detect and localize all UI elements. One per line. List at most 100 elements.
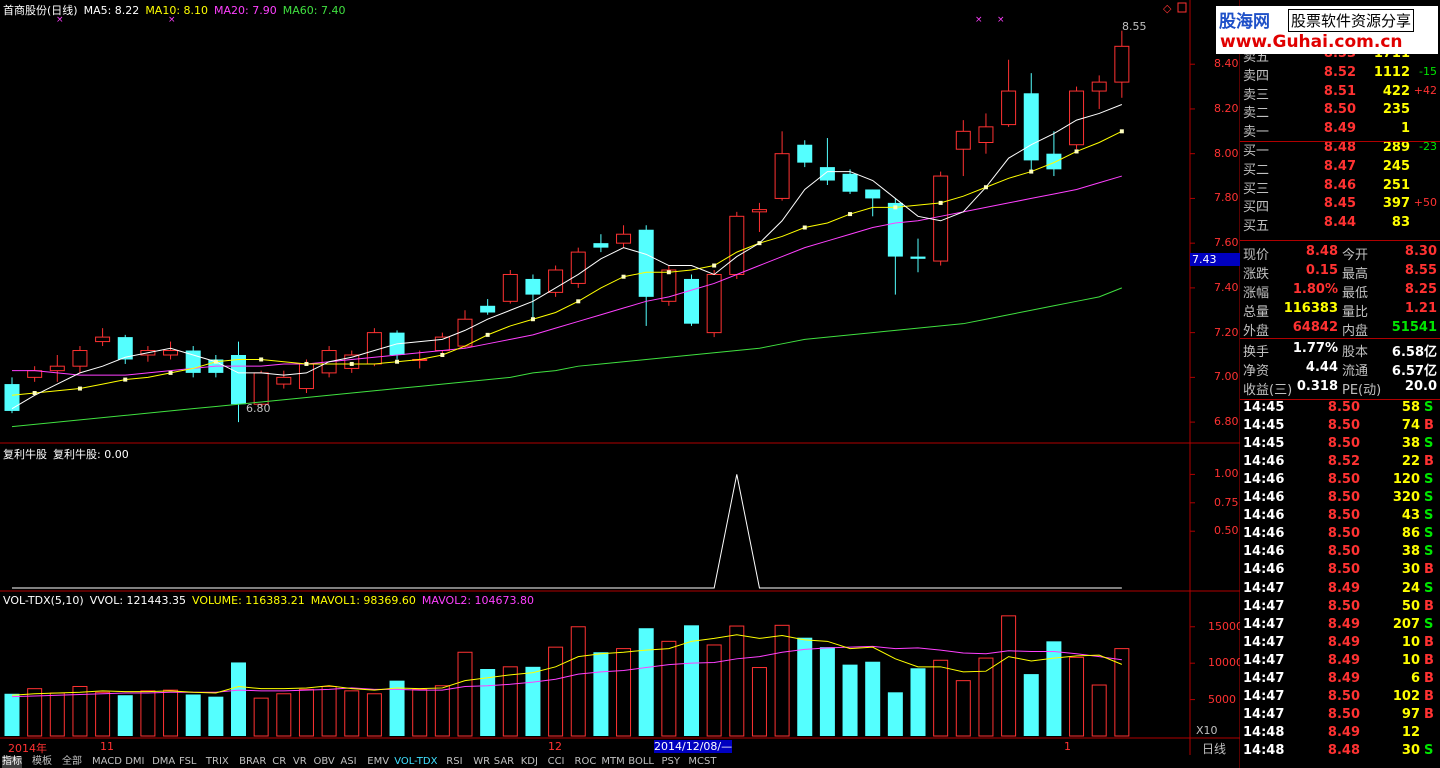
tab-rsi[interactable]: RSI <box>446 756 463 767</box>
tab-dma[interactable]: DMA <box>152 756 176 767</box>
tick-time: 14:46 <box>1243 454 1285 470</box>
period-label[interactable]: 日线 <box>1202 742 1227 756</box>
tick-time: 14:48 <box>1243 724 1285 740</box>
candle <box>593 234 609 253</box>
tab-macd[interactable]: MACD <box>92 756 122 767</box>
candle <box>570 247 586 288</box>
tick-direction: S <box>1424 742 1434 758</box>
order-label: 卖二 <box>1243 106 1270 122</box>
ma10-dot <box>712 263 717 268</box>
ma10-dot <box>123 377 128 382</box>
volume-bar <box>978 657 994 737</box>
tick-direction: S <box>1424 580 1434 596</box>
ma10-dot <box>848 212 853 217</box>
tab-dmi[interactable]: DMI <box>125 756 145 767</box>
quote-label: 量比 <box>1342 305 1369 320</box>
tab-vr[interactable]: VR <box>292 756 307 767</box>
tab-cr[interactable]: CR <box>272 756 287 767</box>
candle <box>933 171 949 266</box>
tab-vol-tdx[interactable]: VOL-TDX <box>394 756 438 767</box>
tick-price: 8.52 <box>1327 454 1360 470</box>
tab-psy[interactable]: PSY <box>661 756 681 767</box>
tab-全部[interactable]: 全部 <box>62 756 82 767</box>
tab-boll[interactable]: BOLL <box>628 756 654 767</box>
tab-trix[interactable]: TRIX <box>205 756 229 767</box>
tab-roc[interactable]: ROC <box>574 756 597 767</box>
candle-body <box>797 144 813 163</box>
order-book-row[interactable]: 买四 8.45 397 +50 <box>1240 196 1440 215</box>
order-book-row[interactable]: 卖二 8.50 235 <box>1240 102 1440 122</box>
order-volume: 245 <box>1382 158 1410 174</box>
candle-body <box>570 251 586 284</box>
volume-bars <box>4 615 1130 737</box>
price-axis-tick: 7.40 <box>1214 280 1239 294</box>
quote-value: 64842 <box>1292 320 1338 335</box>
order-book-row[interactable]: 卖一 8.49 1 <box>1240 121 1440 140</box>
tab-asi[interactable]: ASI <box>340 756 357 767</box>
quote-label: 收益(三) <box>1243 383 1293 398</box>
tick-price: 8.50 <box>1327 706 1360 722</box>
candle-body <box>4 384 20 411</box>
candle-body <box>661 269 677 302</box>
tab-obv[interactable]: OBV <box>313 756 335 767</box>
tab-fsl[interactable]: FSL <box>179 756 197 767</box>
ma10-dot <box>530 317 535 322</box>
order-book-row[interactable]: 买一 8.48 289 -23 <box>1240 140 1440 159</box>
order-volume: 251 <box>1382 177 1410 193</box>
candle-body <box>819 167 835 181</box>
volume-bar <box>661 640 677 737</box>
order-book-row[interactable]: 卖四 8.52 1112 -15 <box>1240 65 1440 84</box>
ma10-dot <box>576 299 581 304</box>
tab-指标[interactable]: 指标 <box>2 756 22 768</box>
tick-price: 8.49 <box>1327 580 1360 596</box>
volume-bar <box>412 688 428 737</box>
candle <box>638 225 654 326</box>
tab-sar[interactable]: SAR <box>493 756 515 767</box>
fuli-panel-header: 复利牛股 复利牛股: 0.00 <box>3 446 135 462</box>
tab-mtm[interactable]: MTM <box>601 756 625 767</box>
quote-value: 8.25 <box>1404 282 1437 297</box>
tick-direction: B <box>1424 634 1434 650</box>
tab-模板[interactable]: 模板 <box>32 756 52 767</box>
quote-label: 股本 <box>1342 345 1369 360</box>
order-book-row[interactable]: 买五 8.44 83 <box>1240 215 1440 234</box>
candle-body <box>480 305 496 313</box>
quote-value: 116383 <box>1283 301 1338 316</box>
order-book-row[interactable]: 买三 8.46 251 <box>1240 177 1440 197</box>
tick-direction: S <box>1424 508 1434 524</box>
tick-time: 14:46 <box>1243 544 1285 560</box>
candle-body <box>27 370 43 378</box>
quote-value: 1.21 <box>1404 301 1437 316</box>
ma10-dot <box>395 359 400 364</box>
volume-bar <box>933 659 949 737</box>
order-label: 买三 <box>1243 181 1270 197</box>
tab-kdj[interactable]: KDJ <box>520 756 538 767</box>
volume-bar <box>457 651 473 737</box>
tab-emv[interactable]: EMV <box>367 756 390 767</box>
candle <box>480 299 496 315</box>
ma10-label: MA10: 8.10 <box>145 4 209 17</box>
chart-canvas[interactable]: × × × × ◇ <box>0 0 1240 768</box>
tab-wr[interactable]: WR <box>473 756 491 767</box>
candle <box>1114 30 1130 98</box>
quote-row: 换手 1.77% 股本 6.58亿 <box>1240 341 1440 360</box>
candle-body <box>95 336 111 343</box>
tick-volume: 30 <box>1401 742 1420 758</box>
order-book-row[interactable]: 买二 8.47 245 <box>1240 158 1440 178</box>
volume-bar <box>344 690 360 737</box>
candle-body <box>842 173 858 192</box>
order-book-row[interactable]: 卖三 8.51 422 +42 <box>1240 84 1440 103</box>
order-price: 8.45 <box>1323 196 1356 212</box>
tab-cci[interactable]: CCI <box>547 756 565 767</box>
tick-price: 8.49 <box>1327 670 1360 686</box>
candle-body <box>774 153 790 199</box>
candle-body <box>865 189 881 199</box>
candle-body <box>1046 153 1062 170</box>
quote-value: 0.318 <box>1296 379 1338 394</box>
candle-body <box>616 233 632 244</box>
tab-mcst[interactable]: MCST <box>688 756 717 767</box>
tab-brar[interactable]: BRAR <box>239 756 267 767</box>
tick-row: 14:46 8.50 30 B <box>1240 562 1440 580</box>
quote-value: 8.55 <box>1404 263 1437 278</box>
candle-body <box>163 350 179 356</box>
